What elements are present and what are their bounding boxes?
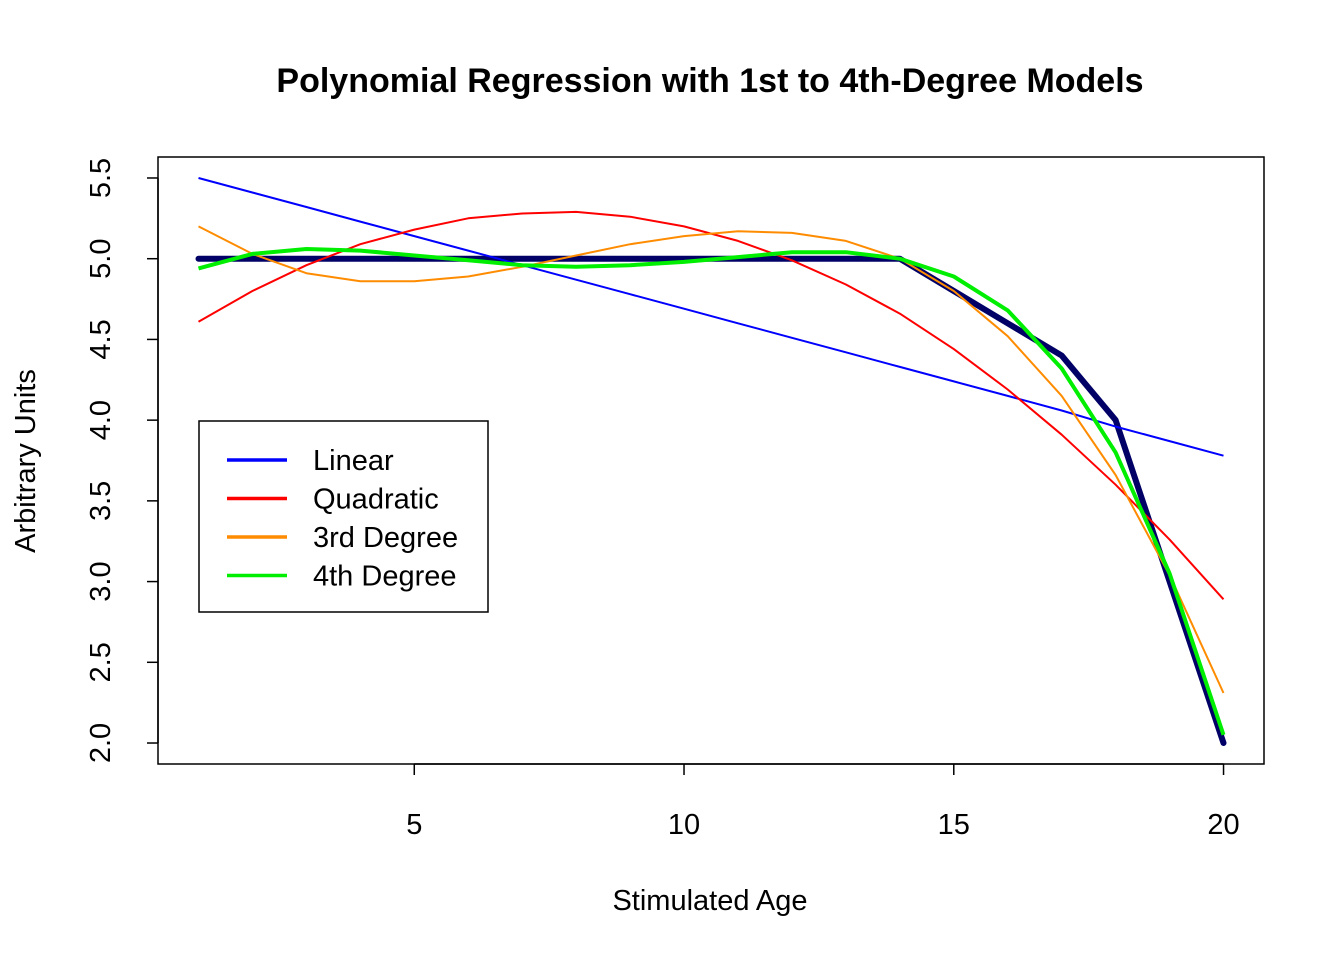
x-axis-title: Stimulated Age xyxy=(612,885,807,917)
plot-area: 5 10 15 20 2.0 2.5 3.0 3.5 4.0 4.5 5.0 5.5 xyxy=(85,158,1240,841)
x-tick-label: 20 xyxy=(1207,809,1239,841)
y-tick-label: 3.5 xyxy=(85,481,117,521)
chart-title: Polynomial Regression with 1st to 4th-De… xyxy=(276,62,1143,100)
y-tick-label: 5.5 xyxy=(85,158,117,198)
y-tick-label: 4.5 xyxy=(85,319,117,359)
y-tick-label: 4.0 xyxy=(85,400,117,440)
x-tick-label: 10 xyxy=(668,809,700,841)
legend-label-4th-degree: 4th Degree xyxy=(313,561,457,593)
legend-label-linear: Linear xyxy=(313,445,394,477)
y-tick-label: 3.0 xyxy=(85,561,117,601)
y-tick-label: 2.5 xyxy=(85,642,117,682)
y-tick-label: 5.0 xyxy=(85,239,117,279)
series-line-linear xyxy=(198,177,1224,457)
legend: Linear Quadratic 3rd Degree 4th Degree xyxy=(198,420,489,613)
y-tick-label: 2.0 xyxy=(85,723,117,763)
x-tick-label: 15 xyxy=(938,809,970,841)
series-line-4th-degree xyxy=(197,247,1226,736)
legend-box xyxy=(198,420,489,613)
series-line-3rd-degree xyxy=(198,225,1225,694)
plot-frame xyxy=(157,156,1265,765)
legend-label-quadratic: Quadratic xyxy=(313,484,439,516)
y-axis-title: Arbitrary Units xyxy=(10,369,42,553)
x-tick-label: 5 xyxy=(406,809,422,841)
legend-label-3rd-degree: 3rd Degree xyxy=(313,522,458,554)
